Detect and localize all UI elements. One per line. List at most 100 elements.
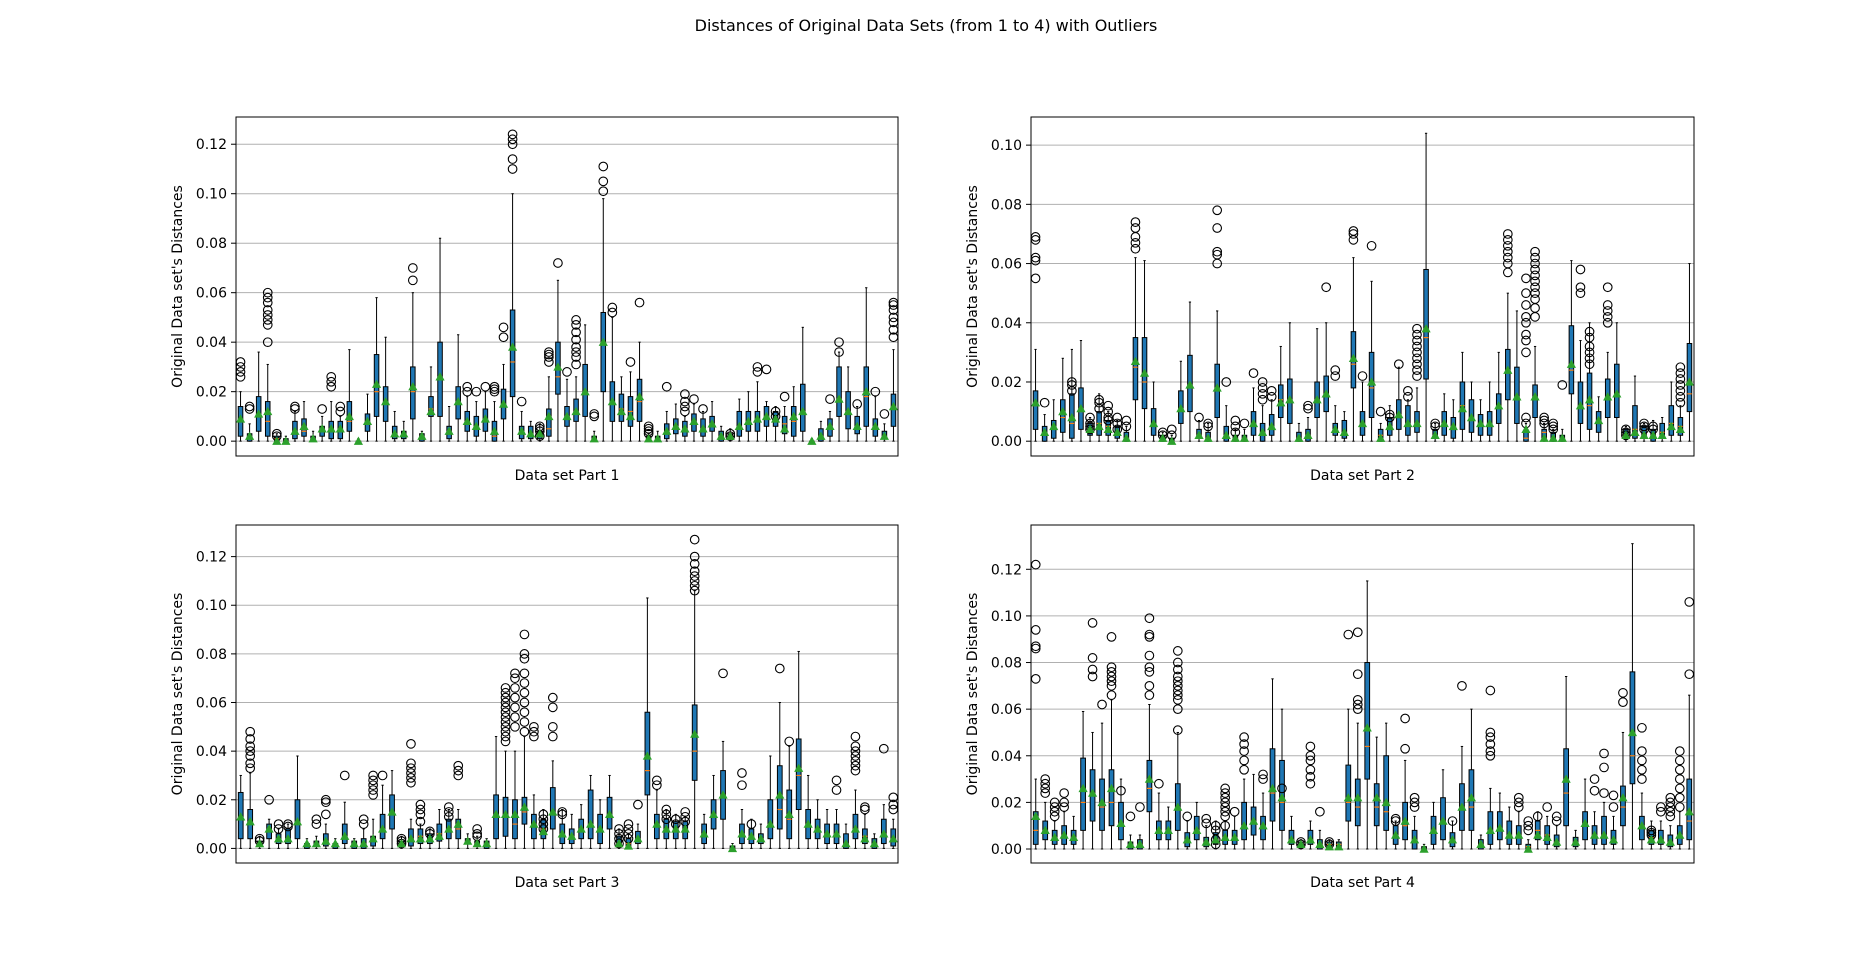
mean-marker xyxy=(1192,825,1202,835)
mean-marker xyxy=(1618,793,1628,802)
outlier-point xyxy=(500,721,511,732)
mean-marker xyxy=(1106,783,1117,793)
outlier-point xyxy=(1366,240,1377,251)
mean-marker xyxy=(1112,427,1122,436)
outlier-point xyxy=(507,164,518,174)
box-70 xyxy=(1684,597,1695,850)
mean-marker xyxy=(1348,353,1359,362)
y-tick-label: 0.00 xyxy=(991,842,1022,858)
outlier-point xyxy=(507,129,518,140)
box-66 xyxy=(1621,424,1631,442)
outlier-point xyxy=(1357,371,1368,381)
outlier-point xyxy=(1087,653,1098,663)
box-61 xyxy=(1599,748,1609,850)
box-44 xyxy=(1421,132,1431,442)
outlier-point xyxy=(1315,806,1325,817)
mean-marker xyxy=(245,817,255,826)
mean-marker xyxy=(813,824,823,833)
mean-marker xyxy=(500,809,511,819)
mean-marker xyxy=(538,826,548,836)
box-13 xyxy=(344,349,354,442)
box-30 xyxy=(1305,741,1316,850)
mean-marker xyxy=(1533,830,1543,839)
box-38 xyxy=(1381,722,1391,850)
mean-marker xyxy=(765,819,775,828)
mean-marker xyxy=(1277,793,1287,802)
outlier-point xyxy=(519,653,530,664)
box-53 xyxy=(707,401,717,442)
outlier-point xyxy=(245,741,256,752)
box-3 xyxy=(254,833,265,849)
box-20 xyxy=(415,799,426,849)
mean-marker xyxy=(236,812,246,821)
outlier-point xyxy=(1220,806,1231,817)
y-axis-label: Original Data set's Distances xyxy=(965,593,981,796)
mean-marker xyxy=(1381,797,1391,807)
outlier-point xyxy=(1106,667,1117,677)
box-23 xyxy=(443,802,454,849)
outlier-point xyxy=(516,396,527,407)
box-69 xyxy=(878,743,889,849)
outlier-point xyxy=(1239,732,1249,742)
outlier-point xyxy=(571,342,581,352)
outlier-point xyxy=(264,794,274,805)
mean-marker xyxy=(557,829,567,838)
outlier-point xyxy=(1201,818,1212,829)
mean-marker xyxy=(1612,389,1622,398)
outlier-point xyxy=(1212,246,1223,257)
box-60 xyxy=(794,650,804,849)
box-60 xyxy=(1589,774,1600,850)
box-22 xyxy=(1229,806,1240,850)
outlier-point xyxy=(489,386,500,397)
box-5 xyxy=(273,819,284,849)
mean-marker xyxy=(1050,832,1060,842)
mean-marker xyxy=(553,362,563,371)
outlier-point xyxy=(1539,412,1549,423)
outlier-point xyxy=(752,367,763,377)
outlier-point xyxy=(1584,326,1595,337)
outlier-point xyxy=(1203,418,1213,429)
outlier-point xyxy=(1523,825,1534,836)
mean-marker xyxy=(1058,406,1068,416)
y-tick-label: 0.02 xyxy=(991,375,1022,391)
outlier-point xyxy=(1343,629,1354,640)
box-56 xyxy=(756,823,766,849)
outlier-point xyxy=(860,804,870,815)
outlier-point xyxy=(1130,223,1141,233)
box-41 xyxy=(1393,359,1404,442)
box-18 xyxy=(1185,301,1195,442)
outlier-point xyxy=(245,758,256,769)
outlier-point xyxy=(1220,783,1231,794)
box-8 xyxy=(302,838,312,849)
box-50 xyxy=(680,389,690,442)
mean-marker xyxy=(746,831,757,840)
outlier-point xyxy=(1502,258,1513,269)
outlier-point xyxy=(1557,380,1568,390)
outlier-point xyxy=(339,770,350,781)
outlier-point xyxy=(1599,762,1609,773)
mean-marker xyxy=(1121,433,1131,442)
box-12 xyxy=(339,770,350,849)
box-40 xyxy=(604,774,615,849)
mean-marker xyxy=(775,790,785,799)
box-57 xyxy=(765,755,775,849)
mean-marker xyxy=(1201,837,1211,846)
outlier-point xyxy=(623,828,634,839)
mean-marker xyxy=(519,802,530,811)
box-44 xyxy=(625,357,636,442)
mean-marker xyxy=(1439,418,1449,428)
outlier-point xyxy=(1094,394,1104,405)
outlier-point xyxy=(1112,412,1123,423)
outlier-point xyxy=(1305,741,1316,752)
box-31 xyxy=(507,129,518,442)
outlier-point xyxy=(1665,802,1676,812)
outlier-point xyxy=(1637,774,1647,784)
box-68 xyxy=(1665,792,1676,850)
box-69 xyxy=(1674,746,1685,850)
mean-marker xyxy=(526,429,536,438)
mean-marker xyxy=(653,434,663,443)
mean-marker xyxy=(1094,421,1104,431)
outlier-point xyxy=(519,649,530,659)
outlier-point xyxy=(1097,699,1107,710)
mean-marker xyxy=(471,421,481,430)
